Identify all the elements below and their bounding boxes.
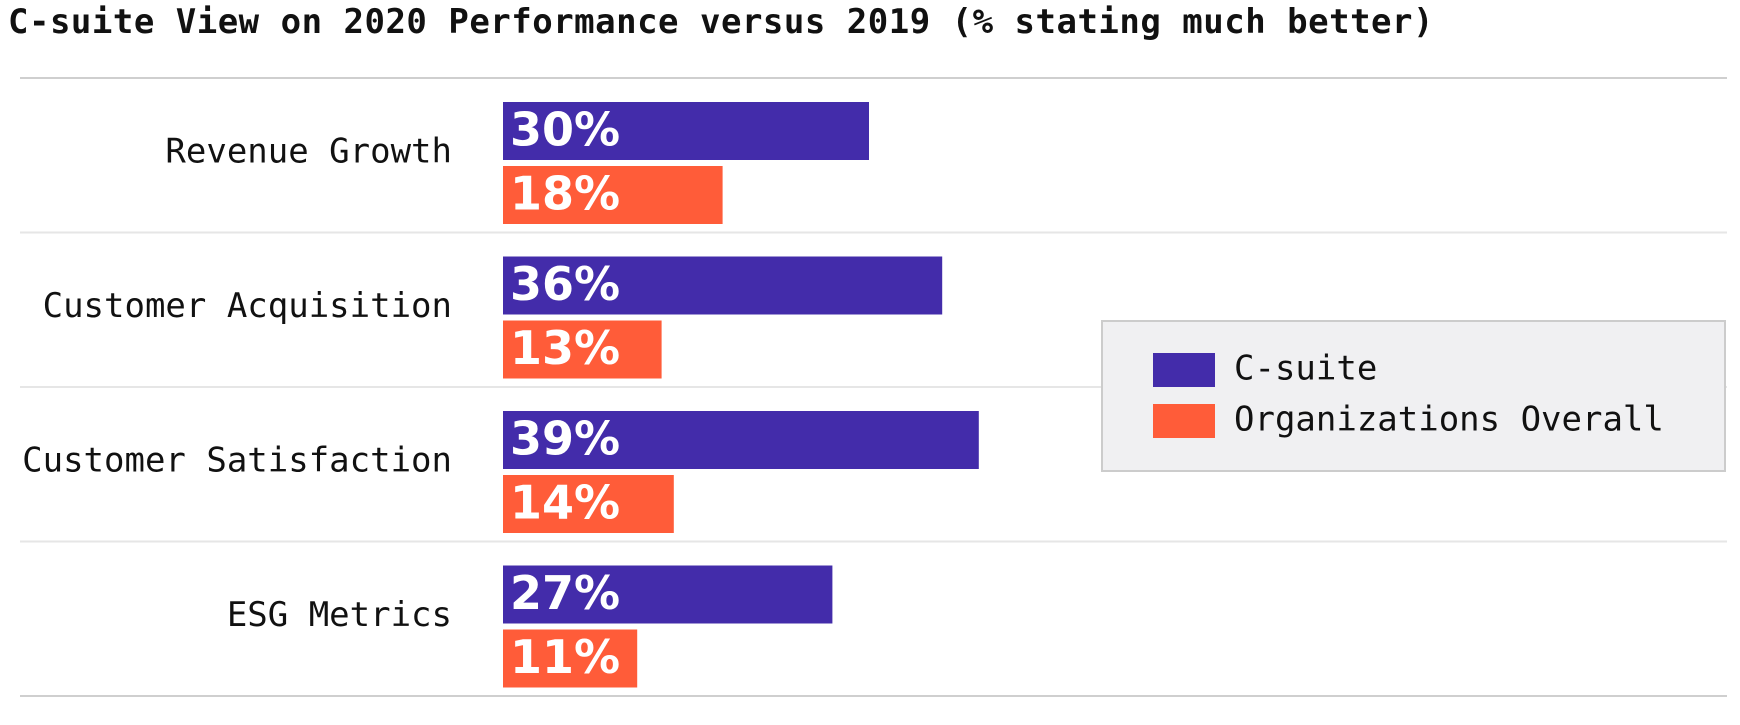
legend-swatch-c-suite [1153, 353, 1215, 387]
category-label-customer-satisfaction: Customer Satisfaction [22, 441, 452, 481]
category-labels: Revenue Growth Customer Acquisition Custom… [22, 132, 452, 636]
bars: 30% 18% 36% 13% 39% 14% 27% 11% [503, 102, 979, 688]
bar-c-suite-customer-acquisition [503, 256, 943, 315]
bar-c-suite-revenue-growth [503, 102, 869, 160]
data-label-organizations-overall-customer-acquisition: 13% [510, 321, 620, 375]
data-label-c-suite-esg-metrics: 27% [510, 566, 620, 620]
data-label-c-suite-revenue-growth: 30% [510, 103, 620, 157]
bar-organizations-overall-customer-satisfaction [503, 475, 674, 533]
bar-organizations-overall-revenue-growth [503, 166, 723, 224]
chart-title: C-suite View on 2020 Performance versus … [8, 2, 1434, 42]
data-label-c-suite-customer-satisfaction: 39% [510, 412, 620, 466]
bar-organizations-overall-customer-acquisition [503, 320, 662, 379]
bar-c-suite-customer-satisfaction [503, 411, 979, 469]
legend-label-c-suite: C-suite [1234, 349, 1377, 389]
bar-organizations-overall-esg-metrics [503, 629, 638, 688]
bar-c-suite-esg-metrics [503, 565, 833, 624]
data-label-organizations-overall-esg-metrics: 11% [510, 630, 620, 684]
legend-swatch-organizations-overall [1153, 404, 1215, 438]
legend-label-organizations-overall: Organizations Overall [1234, 400, 1664, 440]
data-label-organizations-overall-customer-satisfaction: 14% [510, 476, 620, 530]
legend-box [1101, 320, 1726, 472]
category-label-revenue-growth: Revenue Growth [165, 132, 452, 172]
data-label-c-suite-customer-acquisition: 36% [510, 257, 620, 311]
category-label-customer-acquisition: Customer Acquisition [43, 286, 452, 326]
data-label-organizations-overall-revenue-growth: 18% [510, 167, 620, 221]
legend: C-suite Organizations Overall [1101, 320, 1726, 472]
category-label-esg-metrics: ESG Metrics [227, 595, 452, 635]
